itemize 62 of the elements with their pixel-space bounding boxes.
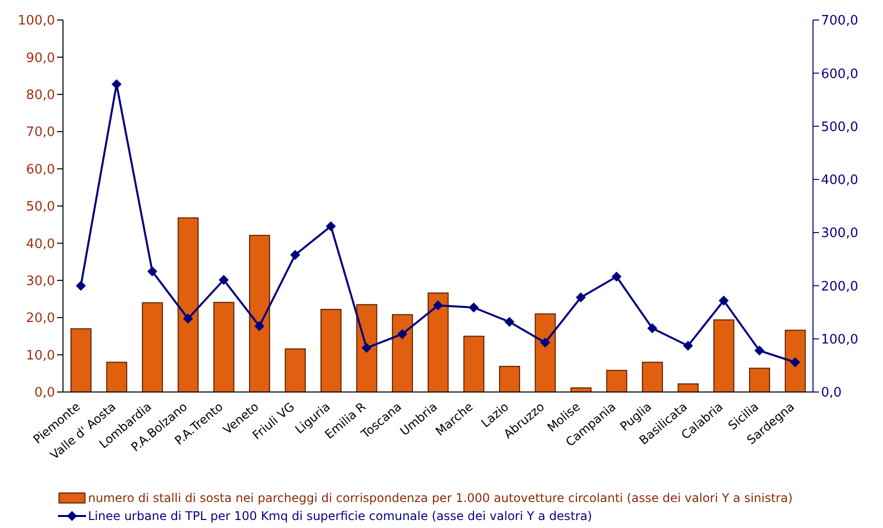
point bbox=[290, 250, 300, 260]
point bbox=[76, 280, 86, 291]
y2-tick-label: 100,0 bbox=[821, 332, 858, 348]
point bbox=[468, 302, 479, 313]
y-tick-label: 90,0 bbox=[26, 50, 55, 66]
point bbox=[647, 323, 658, 334]
y2-tick-label: 500,0 bbox=[821, 120, 858, 135]
y-tick-label: 80,0 bbox=[26, 88, 55, 104]
point bbox=[683, 340, 693, 351]
point bbox=[218, 274, 229, 285]
y-tick-label: 10,0 bbox=[26, 348, 55, 364]
bar bbox=[678, 383, 699, 392]
bar bbox=[534, 313, 556, 392]
bar bbox=[642, 362, 663, 392]
y-tick-label: 50,0 bbox=[26, 200, 55, 215]
y2-tick-label: 200,0 bbox=[821, 279, 858, 294]
bar bbox=[392, 314, 413, 392]
bar bbox=[106, 362, 128, 392]
y-tick-label: 20,0 bbox=[26, 311, 55, 326]
point bbox=[540, 338, 550, 348]
bar bbox=[178, 217, 199, 392]
y2-tick-label: 400,0 bbox=[821, 173, 858, 188]
bar bbox=[249, 234, 270, 392]
y-tick-label: 0,0 bbox=[34, 386, 55, 401]
y2-tick-label: 700,0 bbox=[821, 14, 858, 29]
bar bbox=[428, 292, 449, 392]
bar bbox=[749, 368, 770, 392]
legend-label: Linee urbane di TPL per 100 Kmq di superficie comunale (asse dei valori Y a destra) bbox=[88, 509, 592, 523]
point bbox=[112, 79, 122, 90]
y2-tick-label: 0,0 bbox=[821, 386, 842, 401]
point bbox=[362, 342, 372, 353]
bar bbox=[784, 330, 806, 392]
bar bbox=[284, 348, 306, 392]
point bbox=[504, 316, 514, 327]
point bbox=[326, 221, 336, 232]
y2-tick-label: 600,0 bbox=[821, 66, 858, 82]
bar bbox=[70, 328, 92, 392]
point bbox=[790, 357, 800, 368]
bar bbox=[499, 366, 520, 392]
point bbox=[147, 266, 158, 276]
y2-tick-label: 300,0 bbox=[821, 226, 858, 242]
point bbox=[754, 346, 764, 356]
y-tick-label: 60,0 bbox=[26, 162, 55, 178]
bar bbox=[213, 302, 234, 392]
bar bbox=[320, 308, 342, 392]
y-tick-label: 40,0 bbox=[26, 236, 55, 252]
bar bbox=[356, 304, 378, 392]
bar bbox=[606, 370, 628, 392]
bar bbox=[713, 319, 734, 392]
bar bbox=[142, 302, 163, 392]
point bbox=[576, 292, 586, 302]
point bbox=[397, 329, 408, 340]
y-tick-label: 70,0 bbox=[26, 125, 55, 140]
bar bbox=[463, 336, 484, 392]
point bbox=[433, 300, 443, 310]
point bbox=[612, 272, 622, 282]
point bbox=[183, 314, 193, 324]
point bbox=[718, 296, 729, 306]
y-tick-label: 30,0 bbox=[26, 274, 55, 290]
legend-label: numero di stalli di sosta nei parcheggi di corrispondenza per 1.000 autovetture circolanti (asse dei valori Y a sinistra) bbox=[88, 491, 793, 505]
y-tick-label: 100,0 bbox=[18, 14, 55, 29]
point bbox=[254, 321, 264, 332]
